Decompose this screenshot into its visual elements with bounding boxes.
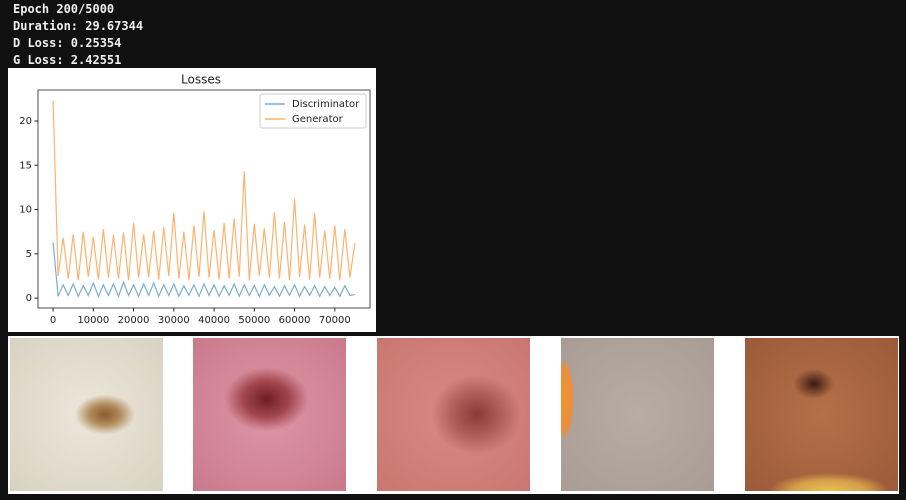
log-line: Epoch 200/5000	[13, 2, 115, 16]
y-tick-label: 0	[26, 293, 32, 304]
x-tick-label: 10000	[77, 315, 109, 326]
sample-image	[10, 338, 163, 491]
legend-label: Discriminator	[292, 99, 360, 110]
x-tick-label: 70000	[319, 315, 351, 326]
legend-label: Generator	[292, 114, 344, 125]
x-tick-label: 60000	[279, 315, 311, 326]
log-line: G Loss: 2.42551	[13, 53, 122, 67]
x-tick-label: 0	[50, 315, 56, 326]
chart-title: Losses	[181, 73, 221, 87]
y-tick-label: 15	[19, 160, 32, 171]
x-tick-label: 30000	[158, 315, 190, 326]
x-tick-label: 40000	[198, 315, 230, 326]
log: Epoch 200/5000 Duration: 29.67344 D Loss…	[13, 1, 143, 69]
y-tick-label: 10	[19, 205, 32, 216]
plot-frame	[37, 89, 371, 309]
log-line: Duration: 29.67344	[13, 19, 144, 33]
line-series	[52, 242, 356, 298]
generated-samples	[8, 336, 899, 494]
y-tick-label: 5	[26, 249, 32, 260]
sample-image	[193, 338, 346, 491]
chart: Losses 0 5 10 15 20 0 10000 20000 30000 40000 5000…	[8, 68, 376, 332]
x-tick-label: 50000	[238, 315, 270, 326]
sample-image	[745, 338, 898, 491]
x-tick-label: 20000	[118, 315, 150, 326]
line-series	[52, 100, 356, 281]
sample-image	[377, 338, 530, 491]
log-line: D Loss: 0.25354	[13, 36, 122, 50]
sample-image	[561, 338, 714, 491]
y-tick-label: 20	[19, 116, 32, 127]
legend-box	[259, 93, 367, 129]
